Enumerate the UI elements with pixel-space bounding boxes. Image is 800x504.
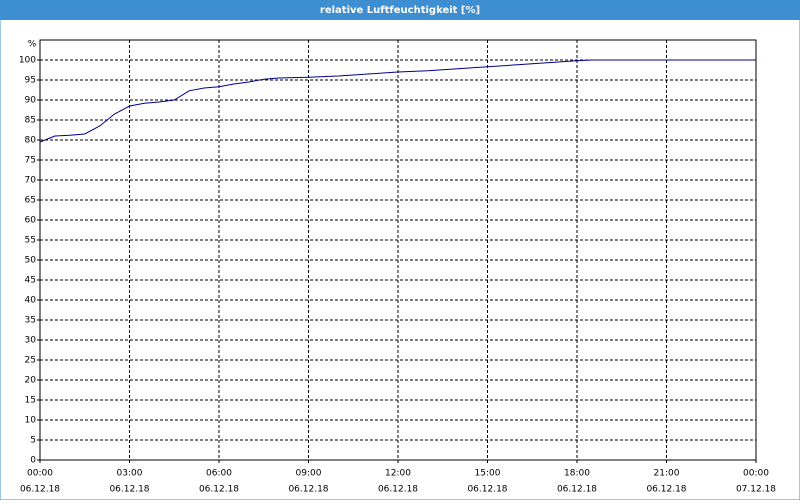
x-tick-label: 06.12.18 <box>378 485 418 495</box>
y-tick-label: 55 <box>25 236 36 246</box>
y-tick-label: 20 <box>25 376 37 386</box>
data-line <box>39 59 756 143</box>
y-tick-label: 90 <box>25 96 37 106</box>
y-tick-label: 10 <box>25 416 37 426</box>
y-tick-label: 50 <box>25 256 37 266</box>
x-tick-label: 00:00 <box>27 469 53 479</box>
y-tick-label: 30 <box>25 336 37 346</box>
y-tick-label: 15 <box>25 396 36 406</box>
plot-frame <box>39 39 757 461</box>
x-tick-label: 03:00 <box>117 469 143 479</box>
y-tick-label: 25 <box>25 356 36 366</box>
y-tick-label: 40 <box>25 296 37 306</box>
x-tick-label: 21:00 <box>654 469 680 479</box>
x-tick-label: 00:00 <box>743 469 769 479</box>
x-tick-label: 06.12.18 <box>199 485 239 495</box>
y-tick-label: 65 <box>25 196 36 206</box>
chart-title: relative Luftfeuchtigkeit [%] <box>320 5 480 16</box>
x-tick-label: 06.12.18 <box>557 485 597 495</box>
y-tick-label: 100 <box>19 56 36 66</box>
y-tick-label: 70 <box>25 176 37 186</box>
x-tick-label: 06:00 <box>206 469 232 479</box>
x-tick-label: 07.12.18 <box>736 485 776 495</box>
x-tick-label: 12:00 <box>385 469 411 479</box>
y-tick-label: 75 <box>25 156 36 166</box>
y-tick-label: 5 <box>30 436 36 446</box>
y-tick-label: 95 <box>25 76 36 86</box>
title-bar <box>0 0 800 20</box>
x-tick-label: 06.12.18 <box>646 485 686 495</box>
y-tick-label: 45 <box>25 276 36 286</box>
x-tick-label: 15:00 <box>475 469 501 479</box>
x-tick-label: 18:00 <box>564 469 590 479</box>
x-tick-label: 06.12.18 <box>288 485 328 495</box>
x-tick-label: 09:00 <box>296 469 322 479</box>
x-tick-label: 06.12.18 <box>20 485 60 495</box>
y-tick-label: 0 <box>30 456 36 466</box>
x-tick-label: 06.12.18 <box>109 485 149 495</box>
x-tick-label: 06.12.18 <box>467 485 507 495</box>
y-tick-label: 80 <box>25 136 37 146</box>
y-tick-label: 60 <box>25 216 37 226</box>
y-tick-label: 35 <box>25 316 36 326</box>
y-tick-label: 85 <box>25 116 36 126</box>
y-axis-label: % <box>28 40 37 50</box>
